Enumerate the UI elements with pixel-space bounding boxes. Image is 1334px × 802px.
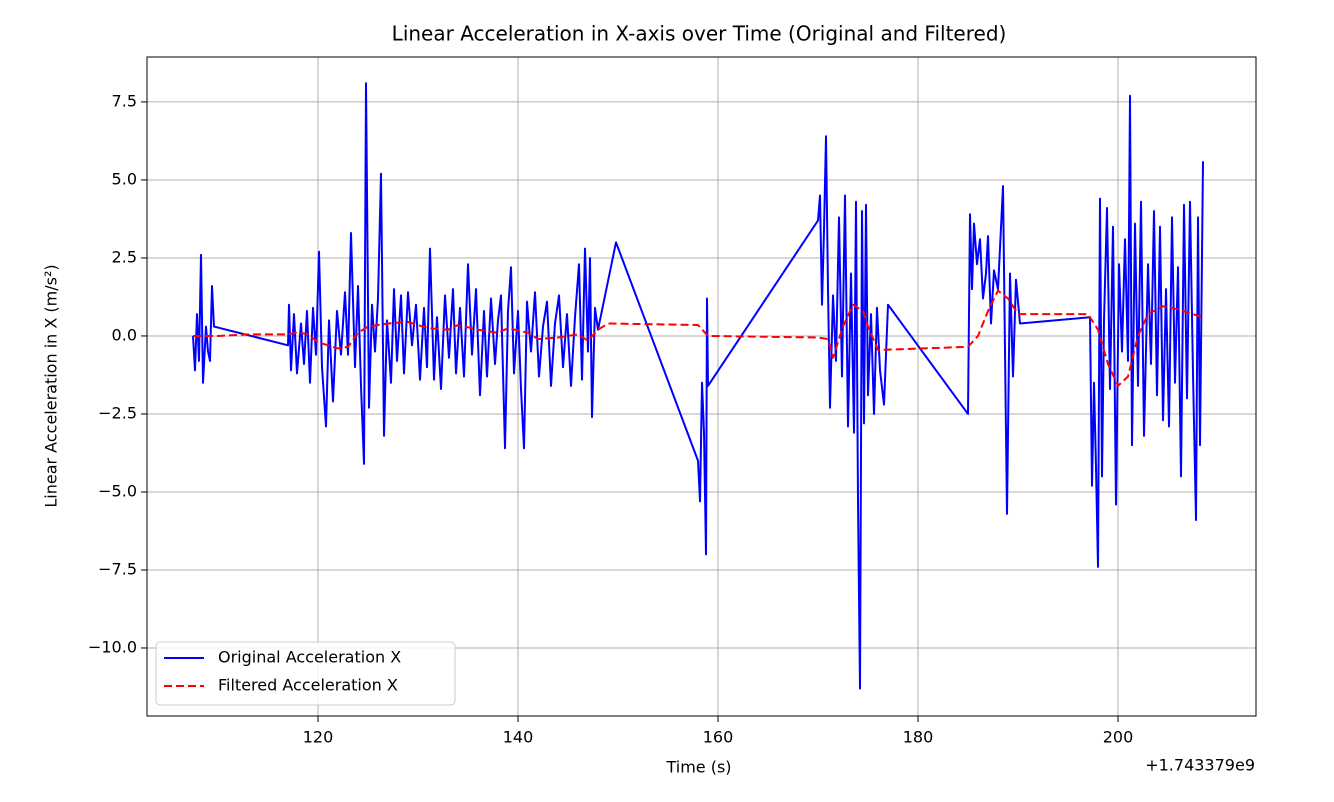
y-tick-label: −2.5 [98,403,137,422]
legend-label: Filtered Acceleration X [218,676,398,695]
series-line [193,289,1204,387]
y-tick-label: 5.0 [112,169,137,188]
y-tick-label: 7.5 [112,91,137,110]
y-tick-label: 0.0 [112,325,137,344]
plot-frame [146,56,1257,717]
legend-label: Original Acceleration X [218,648,401,667]
x-tick-label: 160 [703,728,734,747]
series-line [192,82,1204,690]
x-tick-label: 140 [503,728,534,747]
chart-title: Linear Acceleration in X-axis over Time … [392,22,1007,46]
x-tick-label: 200 [1103,728,1134,747]
y-tick-label: −7.5 [98,559,137,578]
legend-box [155,641,456,706]
legend: Original Acceleration X Filtered Accelera… [155,641,456,706]
y-axis-label: Linear Acceleration in X (m/s²) [42,264,61,507]
x-tick-label: 120 [303,728,334,747]
y-tick-label: −10.0 [88,637,137,656]
y-tick-label: −5.0 [98,481,137,500]
y-tick-label: 2.5 [112,247,137,266]
x-axis-label: Time (s) [665,758,731,777]
x-offset-text: +1.743379e9 [1145,756,1255,775]
x-tick-label: 180 [903,728,934,747]
